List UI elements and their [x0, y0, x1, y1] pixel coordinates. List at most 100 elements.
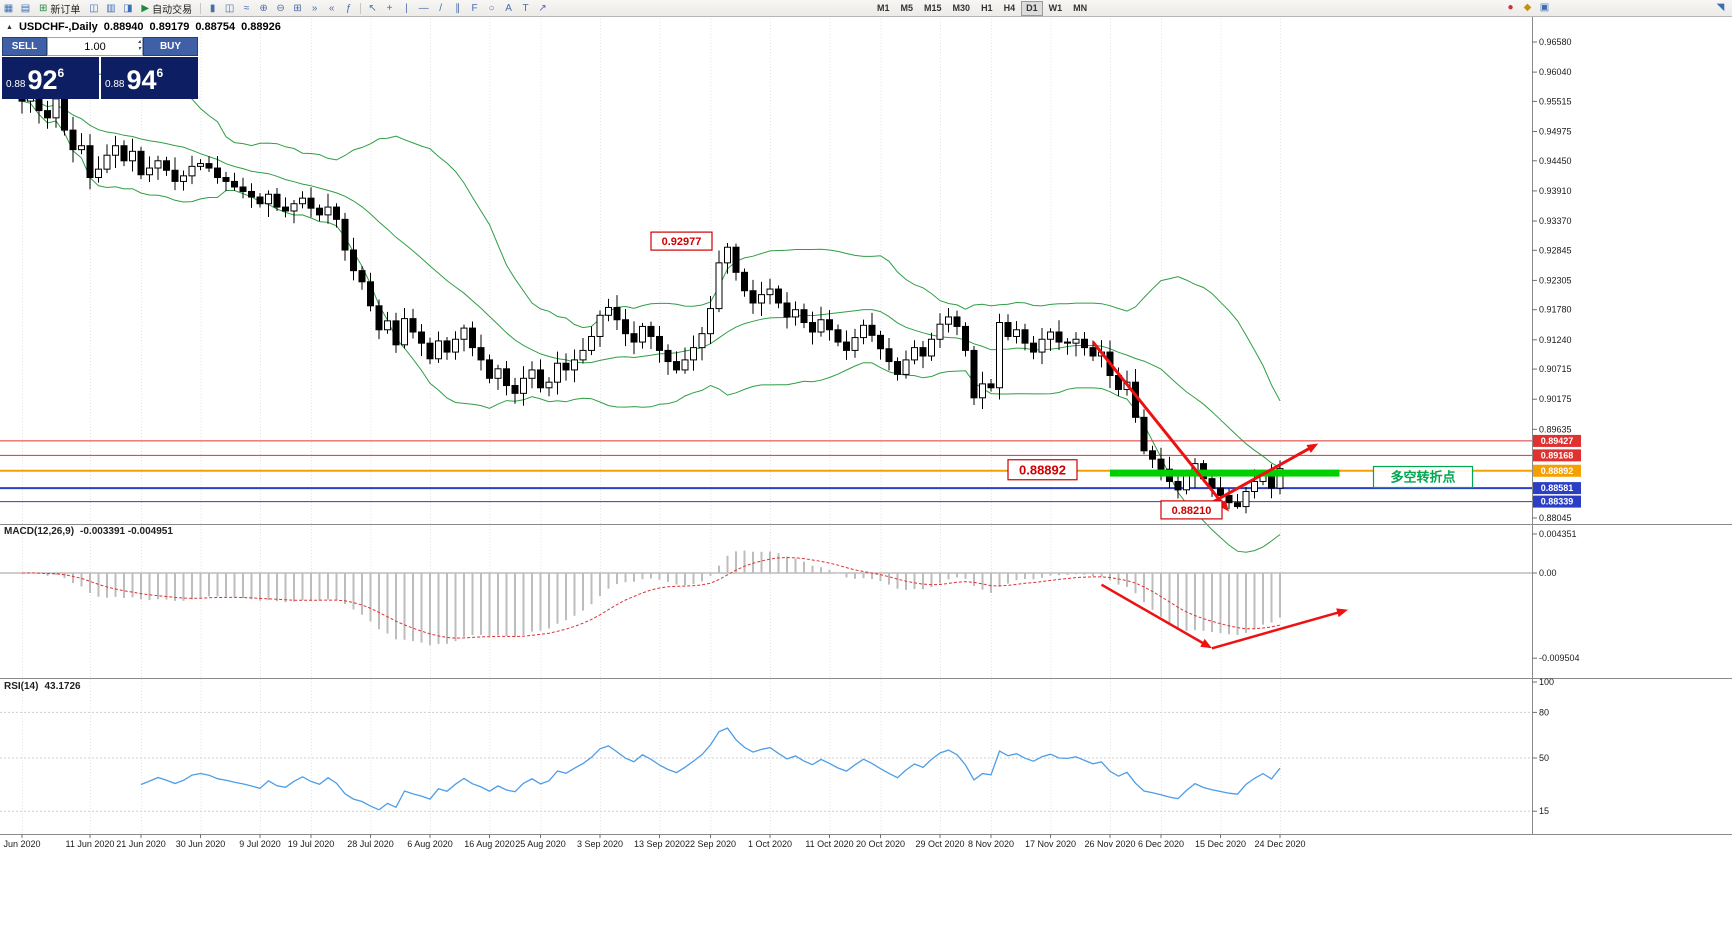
timeframe-M5[interactable]: M5: [900, 3, 914, 13]
candle-body: [945, 316, 952, 325]
candle-body: [61, 98, 68, 131]
candle-body: [562, 362, 570, 371]
tile-windows-icon[interactable]: ⊞: [293, 2, 302, 14]
date-tick-label: 3 Sep 2020: [577, 839, 623, 849]
turning-point-note[interactable]: 多空转折点: [1372, 465, 1474, 489]
breakdown-price-label[interactable]: 0.88892: [1007, 459, 1078, 481]
alert-icon[interactable]: ◆: [1523, 2, 1532, 13]
chart-symbol: USDCHF-,Daily: [18, 21, 98, 33]
candle-body: [843, 341, 850, 351]
svg-text:0.91780: 0.91780: [1539, 305, 1572, 315]
cursor-icon[interactable]: ↖: [368, 2, 377, 14]
candle-body: [732, 246, 740, 273]
new-order-button[interactable]: ⊞ 新订单: [36, 2, 83, 16]
timeframe-H4[interactable]: H4: [1003, 3, 1016, 13]
date-tick-label: 11 Oct 2020: [805, 839, 853, 849]
record-icon[interactable]: ●: [1507, 2, 1514, 13]
label-icon[interactable]: T: [522, 2, 529, 14]
date-tick-label: 1 Oct 2020: [748, 839, 792, 849]
buy-price-big: 94: [126, 65, 157, 95]
zoom-in-icon[interactable]: ⊕: [259, 2, 268, 14]
svg-text:0.88210: 0.88210: [1172, 505, 1212, 517]
trend-arrow-up[interactable]: [1207, 443, 1319, 507]
chart-shift-icon[interactable]: «: [328, 2, 335, 14]
trendline-icon[interactable]: /: [439, 2, 442, 14]
data-window-icon[interactable]: ▥: [106, 2, 116, 14]
candle-body: [783, 302, 791, 318]
candle-body: [1055, 331, 1063, 343]
volume-field[interactable]: 1.00 ▴ ▾: [47, 37, 143, 56]
macd-values: -0.003391 -0.004951: [80, 526, 173, 537]
indicators-icon[interactable]: ƒ: [345, 2, 352, 14]
candle-body: [741, 271, 748, 292]
one-click-trading-panel: SELL 1.00 ▴ ▾ BUY 0.88 92 6 0.88 94 6: [2, 37, 198, 99]
candle-body: [443, 340, 451, 353]
new-chart-icon[interactable]: ▦: [3, 2, 14, 14]
timeframe-W1[interactable]: W1: [1048, 3, 1063, 13]
volume-stepper[interactable]: ▴ ▾: [138, 39, 141, 53]
vertical-line-icon[interactable]: |: [405, 2, 408, 14]
arrow-tool-icon[interactable]: ↗: [538, 2, 547, 14]
candle-body: [554, 362, 561, 383]
crosshair-icon[interactable]: +: [386, 2, 393, 14]
navigator-icon[interactable]: ◨: [123, 2, 133, 14]
candle-body: [69, 129, 77, 151]
support-zone-bar[interactable]: [1110, 469, 1340, 477]
fibonacci-icon[interactable]: F: [471, 2, 478, 14]
candle-body: [214, 167, 221, 179]
timeframe-M15[interactable]: M15: [924, 3, 942, 13]
svg-text:0.88892: 0.88892: [1019, 462, 1066, 477]
timeframe-MN[interactable]: MN: [1073, 3, 1088, 13]
chart-canvas[interactable]: 0.92977 0.88892 0.88210 多空转折点 0.96580 0.96040…: [0, 16, 1732, 857]
candle-body: [460, 327, 468, 340]
candle-body: [511, 385, 519, 394]
new-order-button-icon: ⊞: [39, 2, 48, 14]
macd-name: MACD(12,26,9): [4, 526, 75, 537]
settings-icon[interactable]: ▣: [1539, 2, 1550, 13]
auto-scroll-icon[interactable]: »: [311, 2, 318, 14]
channel-icon[interactable]: ∥: [455, 2, 461, 14]
scroll-top-icon[interactable]: ◥: [1716, 2, 1725, 13]
sell-price[interactable]: 0.88 92 6: [2, 57, 99, 99]
buy-button[interactable]: BUY: [143, 37, 198, 56]
timeframe-M1[interactable]: M1: [877, 3, 890, 13]
line-chart-icon[interactable]: ≈: [243, 2, 250, 14]
bar-chart-icon[interactable]: ▮: [209, 2, 216, 14]
peak-price-label[interactable]: 0.92977: [650, 231, 713, 251]
trend-arrows[interactable]: [1091, 341, 1319, 512]
timeframe-D1[interactable]: D1: [1021, 1, 1043, 16]
text-icon[interactable]: A: [505, 2, 512, 14]
trough-price-label[interactable]: 0.88210: [1160, 500, 1223, 520]
macd-indicator-label: MACD(12,26,9) -0.003391 -0.004951: [4, 526, 173, 537]
date-tick-label: 30 Jun 2020: [176, 839, 226, 849]
date-tick-label: 22 Sep 2020: [685, 839, 736, 849]
autotrade-button[interactable]: ▶ 自动交易: [138, 2, 195, 16]
candle-body: [724, 246, 731, 264]
candle-body: [486, 359, 493, 379]
date-axis: Jun 2020 11 Jun 2020 21 Jun 2020 30 Jun 202…: [3, 834, 1306, 849]
candlestick-chart-icon[interactable]: ◫: [224, 2, 235, 14]
candle-body: [477, 347, 485, 361]
candle-body: [1251, 480, 1258, 493]
profiles-icon[interactable]: ▤: [20, 2, 31, 14]
candle-body: [188, 165, 196, 177]
svg-text:0.90715: 0.90715: [1539, 364, 1572, 374]
timeframe-M30[interactable]: M30: [952, 3, 971, 13]
volume-down-icon[interactable]: ▾: [137, 46, 141, 52]
candle-body: [248, 190, 255, 198]
candle-body: [494, 368, 502, 379]
candle-body: [120, 145, 128, 162]
trend-arrow-down[interactable]: [1091, 341, 1229, 512]
sell-button[interactable]: SELL: [2, 37, 47, 56]
date-tick-label: 9 Jul 2020: [239, 839, 281, 849]
volume-up-icon[interactable]: ▴: [137, 39, 141, 45]
buy-price[interactable]: 0.88 94 6: [101, 57, 198, 99]
date-tick-label: 24 Dec 2020: [1254, 839, 1305, 849]
market-watch-icon[interactable]: ◫: [89, 2, 99, 14]
timeframe-H1[interactable]: H1: [981, 3, 993, 13]
horizontal-line-icon[interactable]: —: [418, 2, 429, 14]
candle-body: [520, 377, 527, 394]
shapes-icon[interactable]: ○: [488, 2, 495, 14]
macd-arrows[interactable]: [1100, 583, 1349, 650]
zoom-out-icon[interactable]: ⊖: [276, 2, 285, 14]
